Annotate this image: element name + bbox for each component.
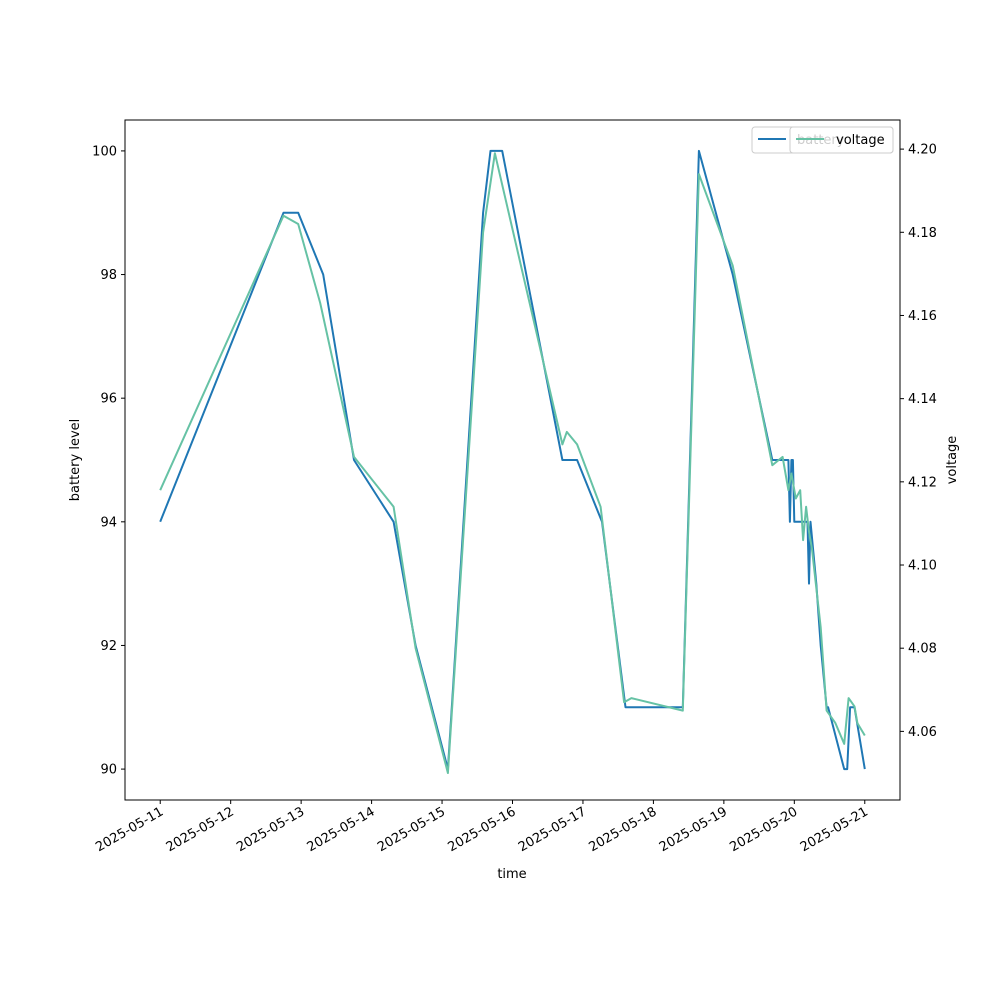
y2-axis-label: voltage: [945, 436, 960, 485]
y-tick-label: 100: [92, 144, 117, 159]
y2-tick-label: 4.10: [908, 559, 937, 574]
y-tick-label: 98: [100, 268, 117, 283]
y-tick-label: 90: [100, 763, 117, 778]
y-axis-label: battery level: [68, 419, 83, 502]
series-line-voltage: [159, 152, 866, 774]
y2-tick-label: 4.12: [908, 475, 937, 490]
y-axis-left: 90 92 94 96 98 100: [92, 144, 125, 778]
y-tick-label: 96: [100, 392, 117, 407]
legend-voltage: voltage: [789, 126, 894, 154]
series-layer: [159, 149, 866, 774]
y-axis-right: 4.06 4.08 4.10 4.12 4.14 4.16 4.18 4.20: [900, 143, 937, 740]
y2-tick-label: 4.20: [908, 143, 937, 158]
y2-tick-label: 4.14: [908, 392, 937, 407]
y2-tick-label: 4.08: [908, 642, 937, 657]
x-axis-label: time: [497, 867, 526, 882]
y-tick-label: 92: [100, 639, 117, 654]
legend-box: [789, 126, 894, 154]
y2-tick-label: 4.06: [908, 725, 937, 740]
y2-tick-label: 4.16: [908, 309, 937, 324]
legend-voltage-label: voltage: [836, 133, 885, 148]
y2-tick-label: 4.18: [908, 226, 937, 241]
y-tick-label: 94: [100, 515, 117, 530]
